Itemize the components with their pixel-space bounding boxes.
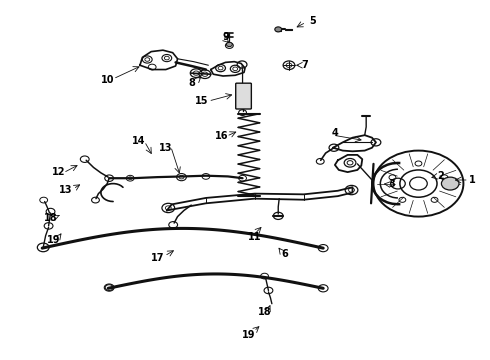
Text: 17: 17	[151, 253, 165, 263]
Text: 9: 9	[222, 32, 229, 41]
Text: 10: 10	[100, 75, 114, 85]
Text: 18: 18	[44, 213, 57, 222]
Text: 8: 8	[189, 78, 196, 88]
Text: 6: 6	[282, 248, 289, 258]
Text: 2: 2	[437, 171, 444, 181]
Text: 18: 18	[258, 307, 271, 317]
Circle shape	[275, 27, 282, 32]
Text: 19: 19	[242, 330, 256, 340]
Text: 15: 15	[195, 96, 209, 106]
Text: 4: 4	[332, 129, 339, 138]
Text: 13: 13	[58, 185, 72, 195]
Text: 16: 16	[215, 131, 228, 141]
Circle shape	[226, 42, 232, 46]
Text: 11: 11	[248, 232, 262, 242]
Text: 14: 14	[132, 136, 145, 145]
Text: 19: 19	[47, 235, 60, 245]
FancyBboxPatch shape	[236, 83, 251, 109]
Text: 13: 13	[159, 143, 172, 153]
Text: 3: 3	[388, 179, 395, 189]
Text: 12: 12	[51, 167, 65, 177]
Circle shape	[441, 177, 459, 190]
Text: 7: 7	[301, 60, 308, 70]
Text: 5: 5	[309, 17, 316, 27]
Text: 1: 1	[469, 175, 476, 185]
